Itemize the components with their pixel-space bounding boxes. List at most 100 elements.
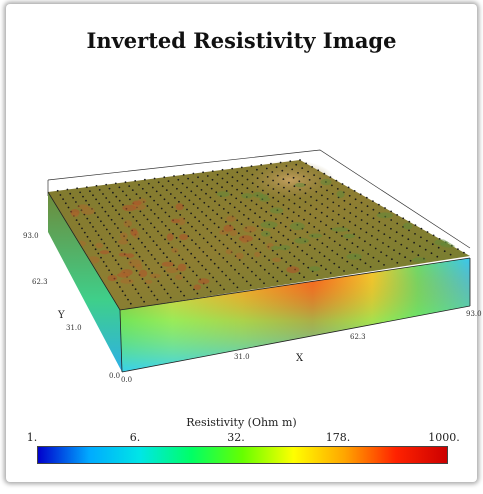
electrode-dot (321, 203, 323, 205)
electrode-dot (134, 288, 137, 291)
surface-anomaly (294, 237, 309, 244)
electrode-dot (163, 198, 166, 201)
electrode-dot (298, 180, 301, 183)
electrode-dot (325, 224, 327, 227)
electrode-dot (64, 202, 67, 205)
electrode-dot (282, 178, 285, 181)
topography-hill (245, 160, 335, 200)
electrode-dot (406, 247, 408, 250)
electrode-dot (202, 237, 205, 240)
electrode-dot (266, 176, 269, 178)
electrode-dot (217, 226, 220, 229)
electrode-dot (204, 268, 207, 271)
electrode-dot (147, 250, 150, 252)
electrode-dot (147, 286, 150, 289)
electrode-dot (271, 171, 274, 173)
electrode-dot (331, 249, 334, 252)
electrode-dot (241, 175, 244, 177)
electrode-dot (190, 252, 193, 255)
colorbar-tick-1000: 1000. (428, 431, 460, 444)
electrode-dot (293, 185, 296, 188)
electrode-dot (194, 216, 197, 219)
electrode-dot (279, 244, 282, 246)
surface-anomaly (331, 227, 349, 232)
electrode-dot (287, 238, 289, 241)
electrode-dot (378, 203, 380, 206)
electrode-dot (238, 272, 240, 275)
electrode-dot (288, 251, 291, 254)
electrode-dot (101, 206, 104, 209)
electrode-dot (356, 268, 359, 270)
electrode-dot (151, 186, 154, 189)
electrode-dot (249, 284, 252, 287)
electrode-dot (259, 264, 262, 267)
electrode-dot (299, 197, 301, 200)
electrode-dot (303, 276, 305, 278)
electrode-dot (179, 240, 182, 243)
electrode-dot (306, 253, 308, 256)
electrode-dot (351, 264, 354, 267)
electrode-dot (202, 251, 205, 253)
electrode-dot (332, 210, 335, 213)
electrode-dot (148, 268, 150, 270)
electrode-dot (124, 181, 127, 184)
electrode-dot (83, 231, 86, 234)
electrode-dot (409, 259, 412, 262)
electrode-dot (287, 207, 290, 210)
electrode-dot (271, 205, 274, 208)
electrode-dot (114, 259, 117, 262)
surface-anomaly (71, 211, 79, 218)
electrode-dot (359, 258, 362, 261)
electrode-dot (384, 207, 386, 209)
electrode-dot (288, 181, 290, 184)
electrode-dot (209, 290, 212, 293)
electrode-dot (260, 164, 263, 166)
electrode-dot (246, 170, 249, 172)
surface-anomaly (289, 222, 305, 231)
electrode-dot (205, 192, 207, 195)
electrode-dot (419, 245, 421, 248)
electrode-dot (307, 170, 309, 173)
electrode-dot (323, 172, 326, 175)
electrode-dot (277, 191, 280, 194)
surface-anomaly (308, 233, 323, 238)
electrode-dot (329, 272, 332, 274)
electrode-dot (114, 182, 117, 185)
electrode-dot (237, 232, 240, 235)
surface-anomaly (179, 233, 189, 241)
electrode-dot (186, 186, 188, 189)
electrode-dot (206, 183, 209, 186)
y-axis-label: Y (57, 310, 65, 321)
electrode-dot (267, 184, 270, 187)
electrode-dot (186, 208, 188, 211)
electrode-dot (120, 267, 123, 270)
electrode-dot (277, 200, 280, 203)
electrode-dot (92, 244, 94, 247)
electrode-dot (319, 177, 321, 180)
colorbar-tick-178: 178. (325, 431, 351, 444)
electrode-dot (107, 214, 110, 217)
electrode-dot (153, 199, 156, 202)
electrode-dot (320, 186, 323, 188)
electrode-dot (117, 227, 119, 229)
electrode-dot (293, 202, 296, 205)
electrode-dot (218, 204, 221, 207)
electrode-dot (221, 186, 223, 189)
electrode-dot (359, 193, 362, 196)
electrode-dot (457, 248, 459, 251)
electrode-dot (348, 220, 351, 223)
electrode-dot (188, 266, 191, 269)
surface-anomaly (177, 263, 187, 272)
electrode-dot (169, 193, 172, 195)
left-face (48, 192, 122, 372)
electrode-dot (75, 201, 77, 203)
electrode-dot (118, 199, 121, 202)
electrode-dot (86, 217, 89, 220)
electrode-dot (245, 280, 248, 283)
electrode-dot (157, 203, 159, 206)
electrode-dot (122, 190, 124, 193)
electrode-dot (162, 252, 165, 255)
electrode-dot (313, 226, 316, 228)
electrode-dot (215, 191, 218, 194)
electrode-dot (171, 206, 174, 209)
